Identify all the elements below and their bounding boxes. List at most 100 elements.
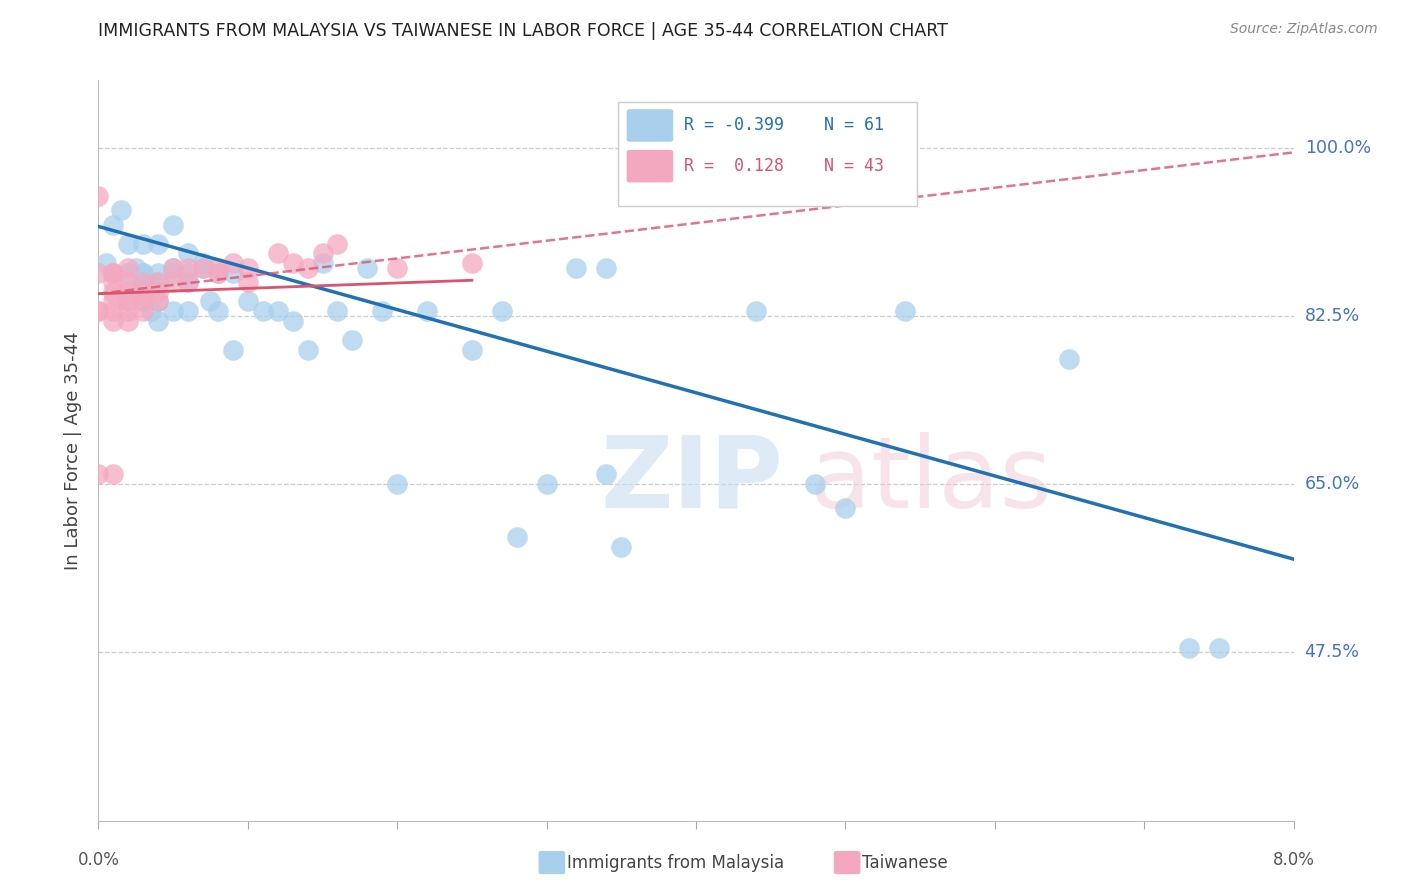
Point — [117, 275, 139, 289]
Point — [162, 260, 184, 275]
Y-axis label: In Labor Force | Age 35-44: In Labor Force | Age 35-44 — [65, 331, 83, 570]
Point — [103, 218, 125, 232]
Point — [162, 266, 184, 280]
Point — [148, 236, 170, 251]
Text: R =  0.128    N = 43: R = 0.128 N = 43 — [685, 157, 884, 175]
Point — [207, 266, 229, 280]
Text: 100.0%: 100.0% — [1305, 138, 1371, 157]
Text: 8.0%: 8.0% — [1272, 851, 1315, 869]
Point — [236, 294, 259, 309]
Point — [87, 304, 110, 318]
Point — [177, 246, 200, 260]
Point — [385, 260, 409, 275]
Point — [222, 266, 245, 280]
Point — [191, 260, 214, 275]
Point — [117, 285, 139, 299]
Point — [177, 275, 200, 289]
Point — [148, 313, 170, 327]
Point — [162, 260, 184, 275]
Point — [87, 467, 110, 482]
Point — [162, 275, 184, 289]
Point — [610, 540, 633, 554]
FancyBboxPatch shape — [619, 103, 917, 206]
Point — [148, 294, 170, 309]
Point — [267, 246, 290, 260]
Point — [177, 260, 200, 275]
Text: Immigrants from Malaysia: Immigrants from Malaysia — [567, 854, 783, 871]
Point — [1059, 352, 1081, 367]
Point — [222, 256, 245, 270]
Text: 65.0%: 65.0% — [1305, 475, 1360, 493]
Point — [371, 304, 394, 318]
Point — [191, 260, 214, 275]
Point — [117, 260, 139, 275]
Point — [117, 294, 139, 309]
Point — [117, 266, 139, 280]
Point — [117, 313, 139, 327]
Point — [103, 266, 125, 280]
Point — [894, 304, 917, 318]
Point — [103, 266, 125, 280]
Point — [103, 294, 125, 309]
Point — [110, 203, 132, 218]
Point — [1178, 640, 1201, 655]
Point — [326, 236, 349, 251]
Point — [565, 260, 588, 275]
Point — [416, 304, 439, 318]
Point — [342, 333, 364, 347]
Point — [132, 294, 155, 309]
Text: atlas: atlas — [810, 432, 1052, 529]
Point — [461, 343, 484, 357]
Point — [834, 501, 856, 516]
Text: ZIP: ZIP — [600, 432, 783, 529]
Point — [595, 260, 617, 275]
Point — [139, 304, 162, 318]
Point — [177, 266, 200, 280]
Point — [311, 246, 333, 260]
Point — [252, 304, 274, 318]
Text: Source: ZipAtlas.com: Source: ZipAtlas.com — [1230, 22, 1378, 37]
Point — [132, 294, 155, 309]
Text: IMMIGRANTS FROM MALAYSIA VS TAIWANESE IN LABOR FORCE | AGE 35-44 CORRELATION CHA: IMMIGRANTS FROM MALAYSIA VS TAIWANESE IN… — [98, 22, 948, 40]
Point — [148, 275, 170, 289]
Point — [236, 275, 259, 289]
Point — [132, 236, 155, 251]
Point — [87, 304, 110, 318]
Point — [148, 275, 170, 289]
Point — [506, 530, 529, 544]
Point — [191, 256, 214, 270]
Point — [236, 260, 259, 275]
Point — [132, 304, 155, 318]
Point — [103, 304, 125, 318]
Point — [207, 260, 229, 275]
FancyBboxPatch shape — [627, 150, 673, 183]
Point — [356, 260, 378, 275]
Point — [177, 275, 200, 289]
Point — [103, 266, 125, 280]
Point — [132, 275, 155, 289]
Point — [148, 266, 170, 280]
Point — [200, 294, 222, 309]
Text: 47.5%: 47.5% — [1305, 643, 1360, 661]
Point — [132, 266, 155, 280]
Point — [103, 467, 125, 482]
Point — [536, 477, 558, 491]
Point — [804, 477, 827, 491]
Point — [311, 256, 333, 270]
Point — [326, 304, 349, 318]
Point — [87, 188, 110, 202]
Point — [148, 294, 170, 309]
Point — [162, 304, 184, 318]
Text: 0.0%: 0.0% — [77, 851, 120, 869]
Point — [162, 218, 184, 232]
FancyBboxPatch shape — [627, 109, 673, 142]
Point — [103, 275, 125, 289]
Point — [595, 467, 617, 482]
Point — [117, 294, 139, 309]
Point — [132, 275, 155, 289]
Point — [94, 256, 117, 270]
Point — [87, 266, 110, 280]
Point — [117, 304, 139, 318]
Point — [132, 285, 155, 299]
Point — [207, 266, 229, 280]
